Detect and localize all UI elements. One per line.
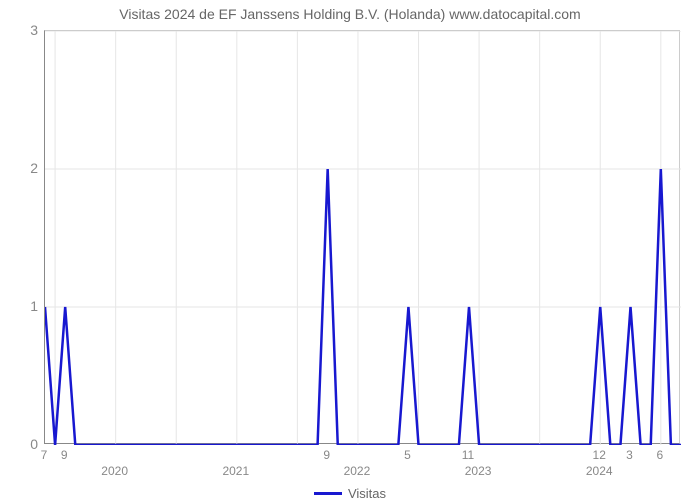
- x-tick-label-month: 5: [404, 448, 411, 462]
- y-tick-label: 2: [8, 160, 38, 176]
- chart-svg: [45, 31, 681, 445]
- y-tick-label: 3: [8, 22, 38, 38]
- x-tick-label-year: 2020: [101, 464, 128, 478]
- x-tick-label-year: 2022: [344, 464, 371, 478]
- x-tick-label-year: 2024: [586, 464, 613, 478]
- x-tick-label-month: 3: [626, 448, 633, 462]
- x-tick-label-month: 9: [61, 448, 68, 462]
- x-tick-label-month: 6: [656, 448, 663, 462]
- x-tick-label-month: 11: [462, 448, 474, 462]
- x-tick-label-year: 2021: [222, 464, 249, 478]
- x-tick-label-month: 12: [593, 448, 606, 462]
- legend: Visitas: [0, 482, 700, 501]
- plot-area: [44, 30, 680, 444]
- legend-item-visitas: Visitas: [314, 486, 386, 501]
- x-tick-label-month: 9: [323, 448, 330, 462]
- x-tick-label-year: 2023: [465, 464, 492, 478]
- y-tick-label: 0: [8, 436, 38, 452]
- x-tick-label-month: 7: [41, 448, 48, 462]
- legend-swatch: [314, 492, 342, 495]
- visits-line-chart: Visitas 2024 de EF Janssens Holding B.V.…: [0, 0, 700, 500]
- legend-label: Visitas: [348, 486, 386, 501]
- chart-title: Visitas 2024 de EF Janssens Holding B.V.…: [0, 6, 700, 22]
- y-tick-label: 1: [8, 298, 38, 314]
